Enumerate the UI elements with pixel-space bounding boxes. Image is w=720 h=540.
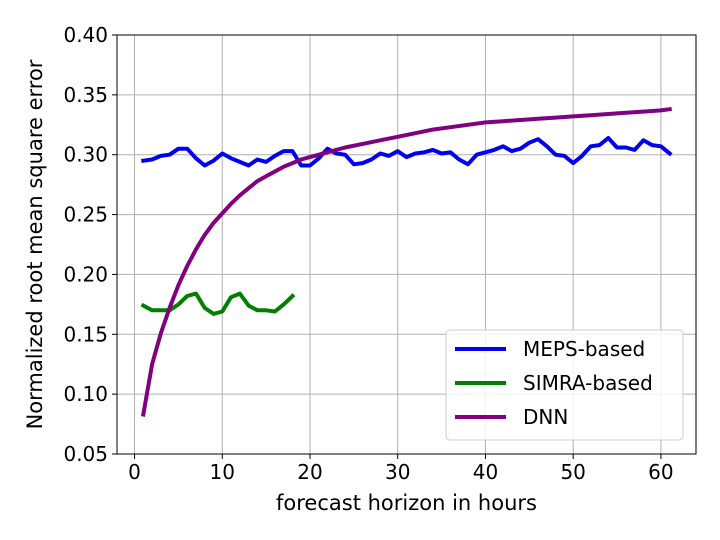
y-tick-label: 0.20 bbox=[63, 262, 108, 286]
legend: MEPS-based SIMRA-based DNN bbox=[445, 329, 684, 441]
x-tick-label: 60 bbox=[648, 460, 673, 484]
x-tick-label: 0 bbox=[128, 460, 141, 484]
series-line-dnn bbox=[140, 106, 672, 417]
y-tick-label: 0.10 bbox=[63, 382, 108, 406]
x-tick-label: 30 bbox=[385, 460, 410, 484]
x-tick-label: 50 bbox=[560, 460, 585, 484]
plot-frame bbox=[116, 34, 697, 455]
y-tick-label: 0.30 bbox=[63, 143, 108, 167]
legend-label: SIMRA-based bbox=[523, 371, 653, 395]
series-lines bbox=[140, 106, 673, 417]
x-axis-label: forecast horizon in hours bbox=[276, 491, 537, 515]
legend-label: DNN bbox=[523, 405, 568, 429]
y-tick-label: 0.05 bbox=[63, 442, 108, 466]
y-tick-label: 0.40 bbox=[63, 23, 108, 47]
y-axis-label: Normalized root mean square error bbox=[23, 59, 47, 429]
legend-label: MEPS-based bbox=[523, 337, 645, 361]
y-tick-label: 0.35 bbox=[63, 83, 108, 107]
series-line-meps-based bbox=[141, 136, 673, 168]
legend-frame bbox=[445, 329, 684, 441]
y-tick-label: 0.25 bbox=[63, 203, 108, 227]
y-tick-label: 0.15 bbox=[63, 322, 108, 346]
x-tick-label: 40 bbox=[473, 460, 498, 484]
axis-ticks: 0 10 20 30 40 50 60 0.05 0.10 0.15 0.20 0.25 0.30 0.3… bbox=[63, 23, 673, 484]
x-tick-label: 20 bbox=[297, 460, 322, 484]
x-tick-label: 10 bbox=[210, 460, 235, 484]
